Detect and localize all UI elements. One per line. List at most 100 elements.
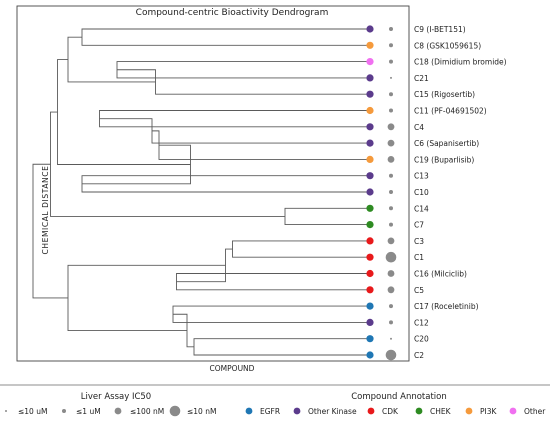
dendrogram-link — [57, 59, 191, 165]
ic50-marker — [389, 92, 393, 97]
annotation-legend-marker — [509, 407, 517, 415]
chart-title: Compound-centric Bioactivity Dendrogram — [136, 8, 329, 18]
ic50-marker — [389, 59, 393, 64]
leaf-label: C16 (Milciclib) — [414, 270, 467, 279]
ic50-legend-marker — [169, 405, 181, 417]
annotation-marker — [366, 74, 374, 82]
dendrogram-link — [67, 264, 226, 331]
legend-entries: ≤10 uM ≤1 uM ≤100 nM ≤10 nM EGFR Other Kinase… — [5, 405, 546, 417]
annotation-legend-label: Other Kinase — [308, 407, 357, 416]
ic50-legend-label: ≤1 uM — [76, 407, 101, 416]
ic50-marker — [387, 123, 395, 131]
annotation-marker — [366, 58, 374, 66]
ic50-marker — [389, 27, 393, 31]
dendrogram-link — [232, 240, 369, 258]
dendrogram-link — [284, 207, 369, 226]
ic50-legend-label: ≤10 nM — [187, 407, 216, 416]
ic50-marker — [389, 173, 393, 178]
ic50-marker — [389, 43, 393, 48]
ic50-marker — [387, 270, 395, 277]
ic50-marker — [389, 320, 393, 325]
leaf-label: C4 — [414, 123, 424, 132]
ic50-marker — [385, 349, 397, 361]
dendrogram-link — [99, 118, 369, 144]
annotation-marker — [366, 269, 374, 278]
annotation-marker — [366, 286, 374, 294]
ic50-marker — [389, 190, 393, 194]
leaf-label: C18 (Dimidium bromide) — [414, 58, 507, 67]
annotation-marker — [366, 90, 374, 98]
leaf-label: C9 (I-BET151) — [414, 25, 466, 34]
ic50-marker — [387, 237, 395, 245]
annotation-legend-marker — [465, 407, 473, 415]
leaf-label: C3 — [414, 237, 424, 246]
annotation-marker — [366, 188, 374, 196]
annotation-marker — [366, 253, 374, 261]
leaf-label: C2 — [414, 351, 424, 360]
ic50-marker — [387, 286, 395, 294]
annotation-marker — [366, 106, 374, 115]
ic50-marker — [387, 139, 395, 147]
leaf-label: C10 — [414, 188, 429, 197]
ic50-marker — [389, 206, 393, 211]
annotation-marker — [366, 302, 374, 310]
dendrogram-link — [172, 305, 369, 323]
annotation-marker — [366, 351, 374, 359]
annotation-legend-marker — [245, 407, 253, 415]
dendrogram-link — [193, 338, 369, 356]
leaf-label: C5 — [414, 286, 424, 295]
x-axis-label: COMPOUND — [210, 364, 255, 373]
annotation-legend-label: Other — [524, 407, 546, 416]
leaf-label: C15 (Rigosertib) — [414, 90, 475, 99]
annotation-marker — [366, 25, 374, 33]
ic50-marker — [389, 304, 393, 309]
dendrogram-links — [32, 28, 369, 356]
annotation-marker — [366, 318, 374, 326]
annotation-legend-label: CHEK — [430, 407, 452, 416]
annotation-marker — [366, 155, 374, 163]
ic50-marker — [389, 222, 393, 227]
annotation-legend-marker — [293, 407, 301, 415]
leaf-label: C14 — [414, 204, 429, 213]
annotation-legend-marker — [367, 407, 375, 415]
ic50-legend-marker — [5, 410, 7, 412]
leaf-label: C17 (Roceletinib) — [414, 302, 479, 311]
ic50-legend-title: Liver Assay IC50 — [81, 392, 151, 402]
ic50-legend-label: ≤100 nM — [130, 407, 164, 416]
ic50-marker — [385, 251, 397, 263]
dendrogram-link — [67, 36, 156, 83]
annotation-marker — [366, 139, 374, 147]
ic50-legend-marker — [62, 409, 66, 413]
leaf-label: C12 — [414, 318, 429, 327]
ic50-marker — [390, 337, 392, 340]
y-axis-label: CHEMICAL DISTANCE — [41, 166, 50, 255]
ic50-marker — [390, 76, 392, 79]
dendrogram-link — [32, 163, 68, 299]
annotation-marker — [366, 41, 374, 49]
dendrogram-link — [81, 28, 369, 46]
leaf-label: C11 (PF-04691502) — [414, 107, 487, 116]
leaf-column: C9 (I-BET151) C8 (GSK1059615) C18 (Dimidiu… — [366, 25, 507, 361]
annotation-legend-label: PI3K — [480, 407, 498, 416]
annotation-legend-title: Compound Annotation — [351, 392, 447, 402]
leaf-label: C6 (Sapanisertib) — [414, 139, 479, 148]
annotation-marker — [366, 221, 374, 229]
annotation-legend-marker — [415, 407, 423, 415]
leaf-label: C21 — [414, 74, 429, 83]
annotation-marker — [366, 123, 374, 131]
leaf-label: C19 (Buparlisib) — [414, 155, 474, 164]
ic50-legend-label: ≤10 uM — [18, 407, 47, 416]
annotation-marker — [366, 237, 374, 245]
annotation-legend-label: EGFR — [260, 407, 280, 416]
ic50-legend-marker — [114, 407, 122, 415]
leaf-label: C7 — [414, 221, 424, 230]
ic50-marker — [389, 108, 393, 113]
plot-frame — [16, 5, 410, 362]
leaf-label: C8 (GSK1059615) — [414, 41, 481, 50]
annotation-marker — [366, 204, 374, 212]
ic50-marker — [387, 156, 395, 163]
annotation-marker — [366, 172, 374, 180]
annotation-marker — [366, 335, 374, 343]
annotation-legend-label: CDK — [382, 407, 399, 416]
